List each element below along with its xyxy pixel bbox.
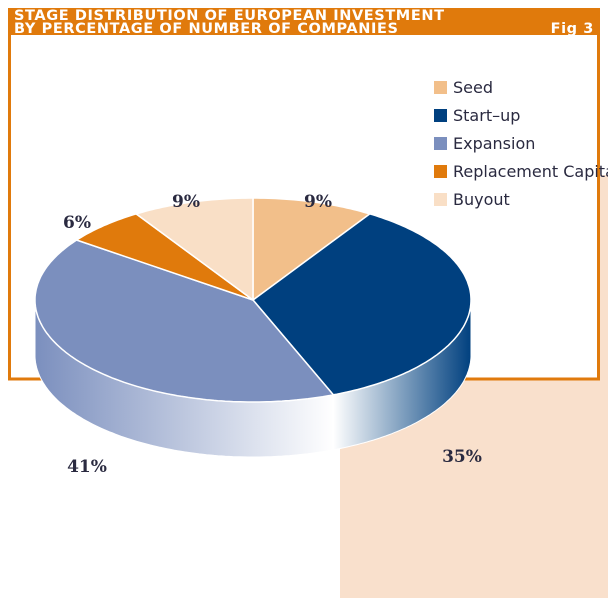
legend-label: Seed bbox=[453, 78, 493, 97]
header-bar bbox=[8, 8, 600, 35]
pie-slice bbox=[134, 197, 254, 302]
data-label: 41% bbox=[67, 457, 107, 477]
legend-label: Replacement Capital bbox=[453, 162, 608, 181]
chart-title: BY PERCENTAGE OF NUMBER OF COMPANIES bbox=[14, 21, 399, 37]
pie-slice bbox=[34, 239, 335, 403]
legend-swatch bbox=[434, 109, 447, 122]
chart-title: STAGE DISTRIBUTION OF EUROPEAN INVESTMEN… bbox=[14, 8, 445, 24]
pie-slice bbox=[74, 213, 254, 301]
data-label: 6% bbox=[63, 213, 91, 233]
data-label: 9% bbox=[304, 192, 332, 212]
data-label: 9% bbox=[172, 192, 200, 212]
pie-slice bbox=[252, 197, 372, 302]
legend-swatch bbox=[434, 165, 447, 178]
data-label: 35% bbox=[442, 447, 482, 467]
legend-label: Start–up bbox=[453, 106, 520, 125]
legend-label: Expansion bbox=[453, 134, 535, 153]
figure-label: Fig 3 bbox=[551, 21, 594, 37]
pie-slice bbox=[251, 213, 472, 396]
legend-swatch bbox=[434, 193, 447, 206]
legend-label: Buyout bbox=[453, 190, 510, 209]
legend-swatch bbox=[434, 137, 447, 150]
legend-swatch bbox=[434, 81, 447, 94]
